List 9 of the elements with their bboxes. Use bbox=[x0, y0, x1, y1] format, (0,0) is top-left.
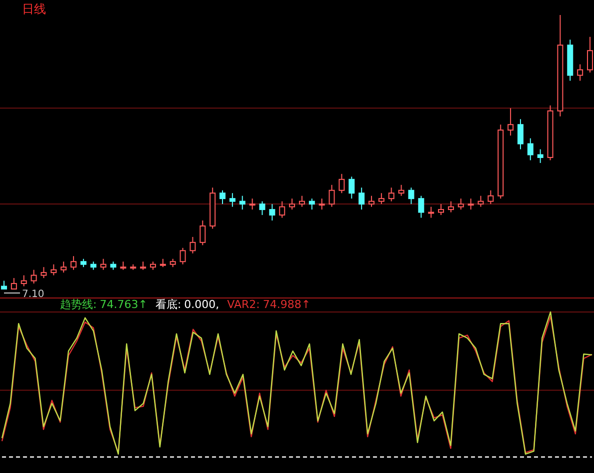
text: 看底: bbox=[155, 298, 182, 311]
text: 74.763↑ bbox=[100, 298, 148, 311]
text: 74.988↑ bbox=[262, 298, 311, 311]
text: VAR2: bbox=[227, 298, 260, 311]
annotation: 7.10 bbox=[22, 289, 44, 300]
series-label: 趋势线: bbox=[60, 298, 97, 311]
text: 0.000, bbox=[184, 298, 220, 311]
chart-title: 日线 bbox=[22, 2, 46, 16]
annotation: 7.10 bbox=[4, 289, 44, 300]
